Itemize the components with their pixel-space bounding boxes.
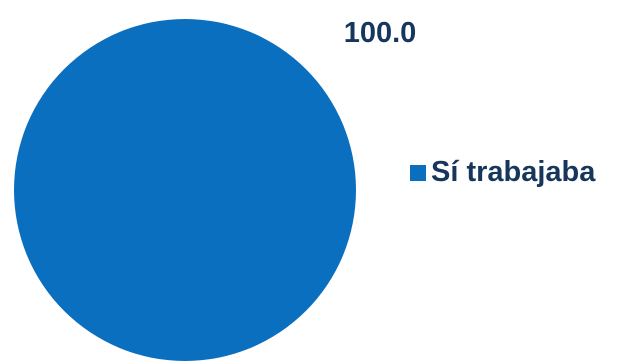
legend-swatch-si-trabajaba [410, 164, 426, 181]
legend: Sí trabajaba [410, 156, 595, 189]
pie-slice-0 [14, 19, 356, 361]
pie-slices [14, 19, 356, 361]
data-label-si-trabajaba: 100.0 [344, 17, 417, 49]
legend-label-si-trabajaba: Sí trabajaba [431, 156, 596, 188]
